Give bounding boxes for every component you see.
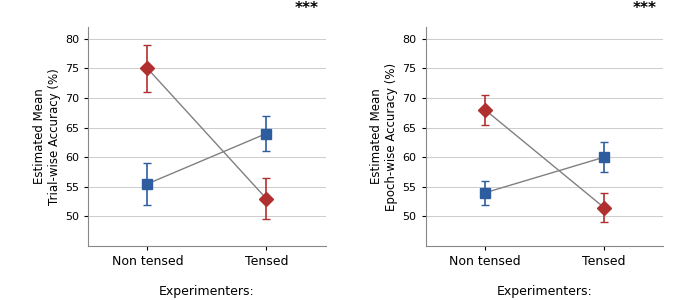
Text: ***: *** [632, 1, 656, 16]
Text: ***: *** [294, 1, 319, 16]
Text: Experimenters:: Experimenters: [159, 285, 255, 298]
Y-axis label: Estimated Mean
Trial-wise Accuracy (%): Estimated Mean Trial-wise Accuracy (%) [32, 68, 61, 205]
Text: Experimenters:: Experimenters: [497, 285, 592, 298]
Y-axis label: Estimated Mean
Epoch-wise Accuracy (%): Estimated Mean Epoch-wise Accuracy (%) [370, 62, 398, 211]
